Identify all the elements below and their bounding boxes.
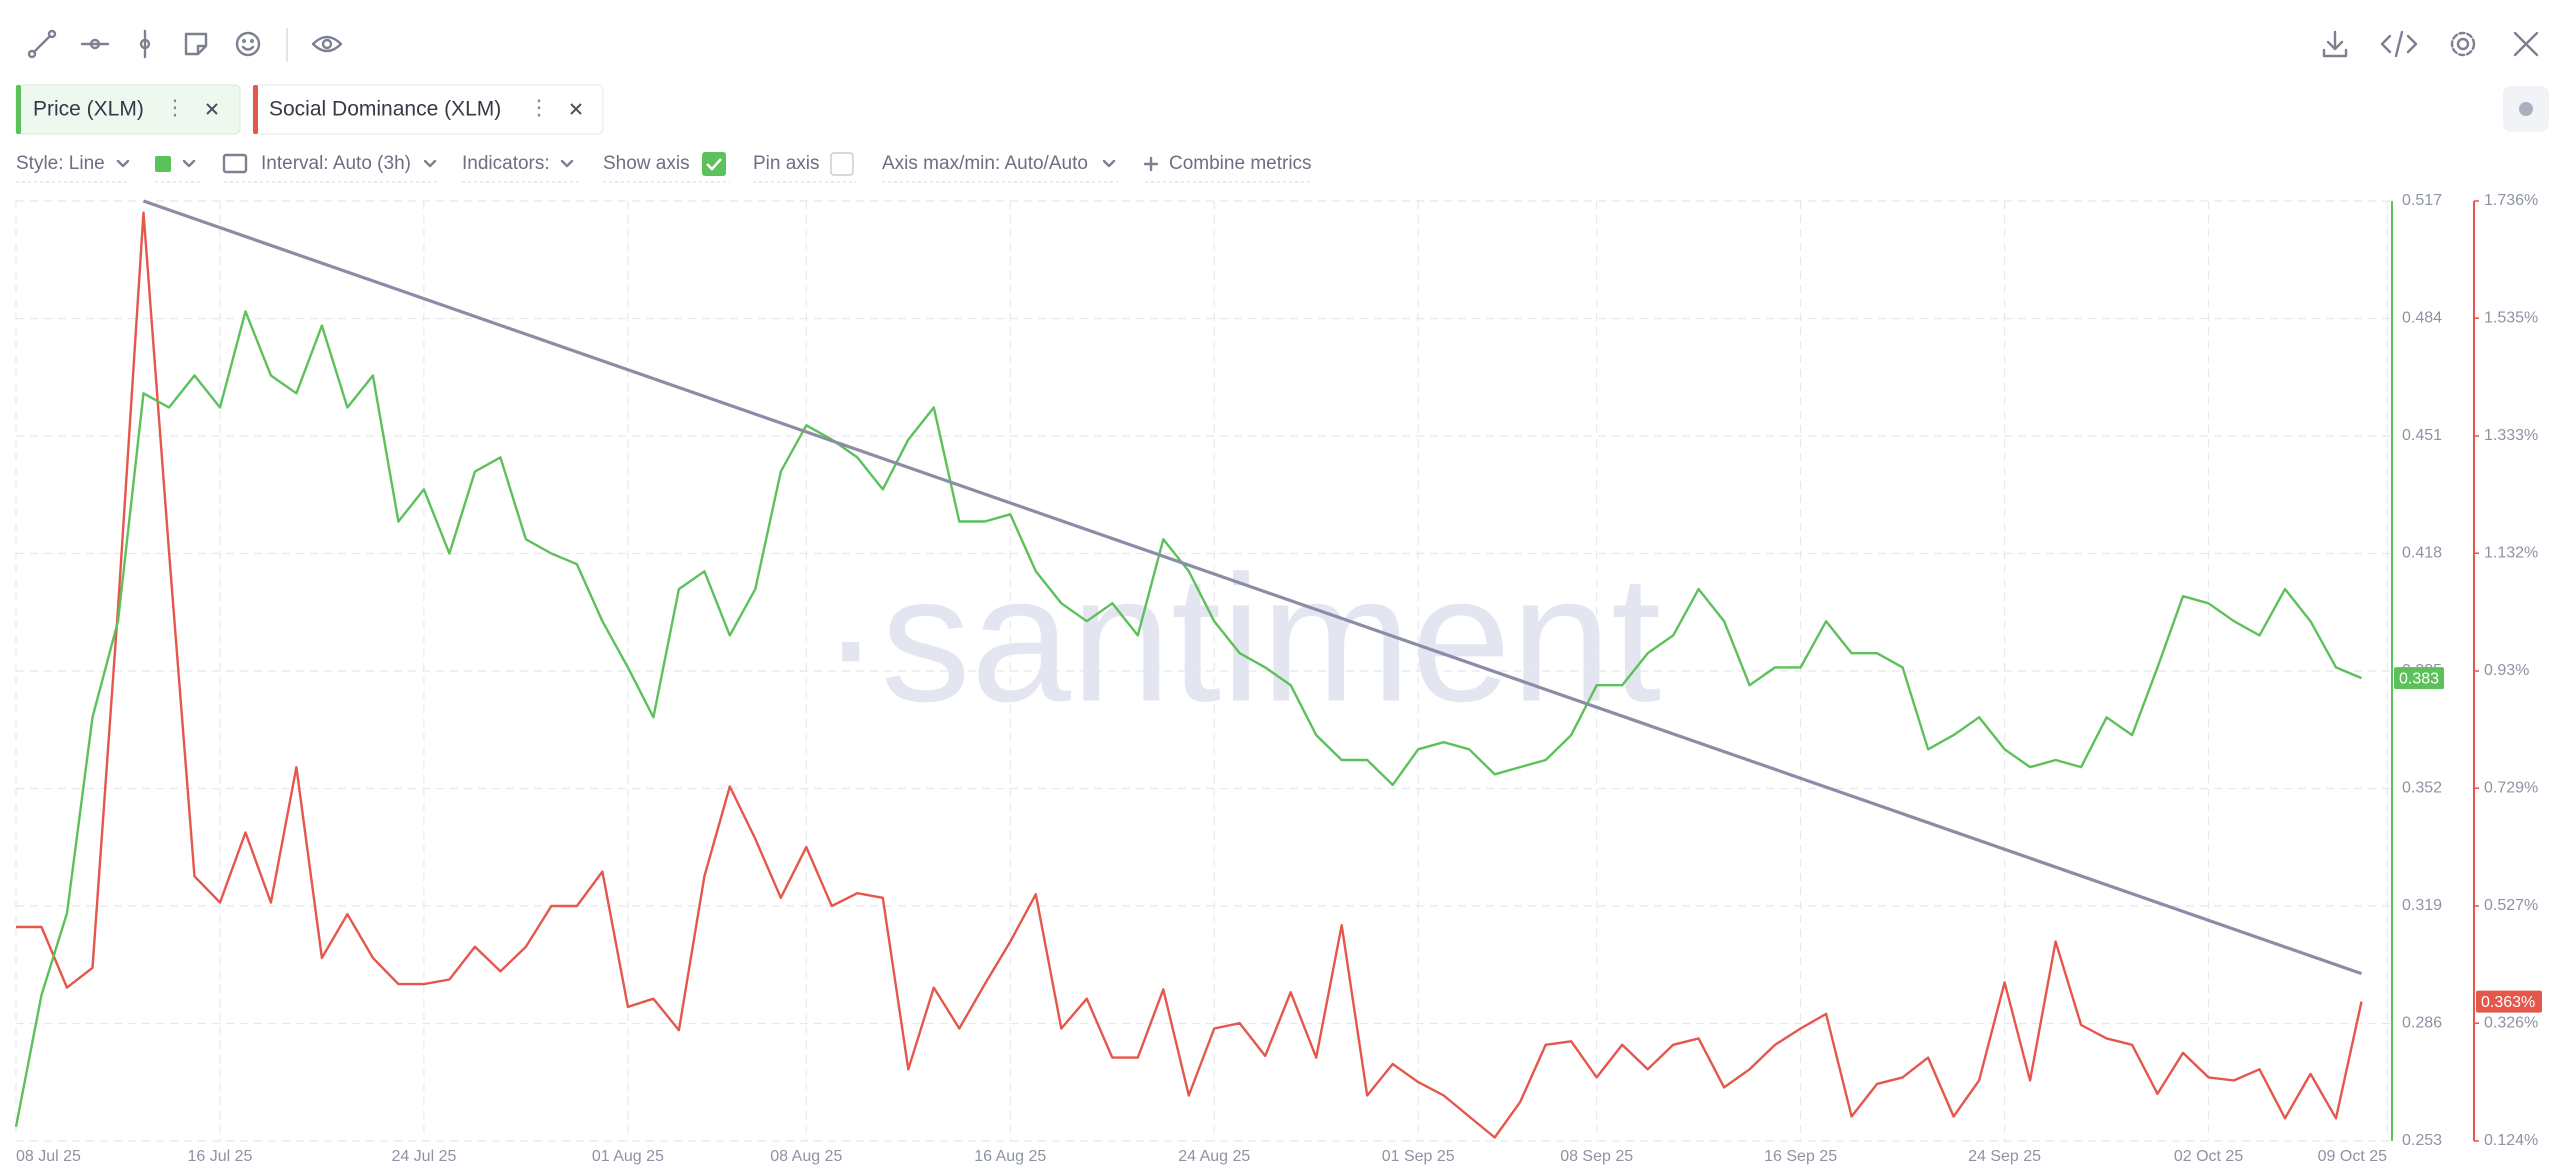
y2-tick-label: 0.124% (2484, 1132, 2538, 1149)
y2-tick-label: 0.729% (2484, 779, 2538, 796)
toolbar-icons (27, 28, 2549, 132)
tab-menu[interactable]: ⋮ (165, 97, 186, 120)
y2-tick-label: 0.326% (2484, 1014, 2538, 1031)
download-button[interactable] (2322, 30, 2348, 58)
y2-tick-label: 0.527% (2484, 897, 2538, 914)
vline-tool[interactable] (139, 29, 151, 59)
y-tick-label: 0.451 (2402, 427, 2442, 444)
chevron (182, 159, 196, 168)
combine-option[interactable]: Combine metrics (1169, 153, 1312, 174)
y-tick-label: 0.352 (2402, 780, 2442, 797)
x-tick-label: 24 Sep 25 (1968, 1148, 2041, 1165)
chart: 0.2530.2860.3190.3520.3850.4180.4510.484… (14, 192, 2542, 1165)
trendline (142, 199, 2363, 976)
last-value-label: 0.383 (2399, 670, 2439, 687)
tab-close[interactable] (206, 103, 218, 115)
x-tick-label: 24 Aug 25 (1178, 1148, 1250, 1165)
series-line (14, 310, 2362, 1128)
y-tick-label: 0.253 (2402, 1132, 2442, 1149)
note-tool[interactable] (184, 32, 208, 56)
status-dot (2519, 102, 2533, 116)
show-axis-checkbox[interactable] (702, 152, 726, 176)
tab-price-marker (16, 85, 21, 134)
x-tick-label: 08 Aug 25 (770, 1148, 842, 1165)
indicators-option[interactable]: Indicators: (462, 153, 550, 174)
last-value-badge (2476, 990, 2542, 1013)
color-option[interactable] (155, 156, 171, 172)
series-line (16, 211, 2363, 1139)
tab-close[interactable] (570, 103, 582, 115)
checkmark (706, 158, 722, 171)
interval-icon (222, 153, 248, 174)
axis-minmax-option[interactable]: Axis max/min: Auto/Auto (882, 153, 1088, 174)
settings-button[interactable] (2450, 31, 2476, 57)
close-button[interactable] (2513, 31, 2539, 57)
hline-tool[interactable] (80, 38, 110, 50)
x-tick-label: 02 Oct 25 (2174, 1148, 2243, 1165)
pin-axis-option[interactable]: Pin axis (753, 153, 820, 174)
tab-dominance-marker (253, 85, 258, 134)
watermark: ·santiment (821, 539, 1661, 740)
y2-tick-label: 1.132% (2484, 544, 2538, 561)
tab-menu[interactable]: ⋮ (529, 97, 550, 120)
y-tick-label: 0.418 (2402, 545, 2442, 562)
y-tick-label: 0.517 (2402, 192, 2442, 209)
chevron (116, 159, 130, 168)
options-row: Style: Line Interval: Auto (3h) Indicato… (16, 152, 1312, 183)
emoji-tool[interactable] (235, 31, 261, 57)
tab-dominance-label: Social Dominance (XLM) (269, 98, 501, 121)
y2-tick-label: 1.333% (2484, 427, 2538, 444)
eye-toggle[interactable] (311, 35, 343, 53)
chevron (423, 159, 437, 168)
plus-icon (1143, 156, 1159, 172)
x-tick-label: 09 Oct 25 (2318, 1148, 2387, 1165)
x-tick-label: 01 Sep 25 (1382, 1148, 1455, 1165)
x-tick-label: 16 Sep 25 (1764, 1148, 1837, 1165)
show-axis-option[interactable]: Show axis (603, 153, 690, 174)
line-tool[interactable] (27, 29, 57, 59)
interval-option[interactable]: Interval: Auto (3h) (261, 153, 411, 174)
y-tick-label: 0.484 (2402, 310, 2442, 327)
metric-tabs: Price (XLM) ⋮ Social Dominance (XLM) ⋮ (15, 84, 604, 135)
x-tick-label: 24 Jul 25 (391, 1148, 456, 1165)
x-tick-label: 01 Aug 25 (592, 1148, 664, 1165)
last-value-badge (2394, 667, 2444, 690)
x-tick-label: 16 Aug 25 (974, 1148, 1046, 1165)
style-option[interactable]: Style: Line (16, 153, 105, 174)
chevron (1102, 159, 1116, 168)
y2-tick-label: 0.93% (2484, 662, 2529, 679)
x-tick-label: 08 Sep 25 (1560, 1148, 1633, 1165)
pin-axis-checkbox[interactable] (830, 152, 854, 176)
y2-tick-label: 1.736% (2484, 192, 2538, 209)
x-tick-label: 08 Jul 25 (16, 1148, 81, 1165)
embed-button[interactable] (2380, 30, 2418, 58)
last-value-label: 0.363% (2481, 994, 2535, 1011)
y-tick-label: 0.286 (2402, 1015, 2442, 1032)
y-tick-label: 0.319 (2402, 897, 2442, 914)
chevron (560, 159, 574, 168)
y2-tick-label: 1.535% (2484, 309, 2538, 326)
x-tick-label: 16 Jul 25 (187, 1148, 252, 1165)
tab-price-label: Price (XLM) (33, 98, 144, 121)
